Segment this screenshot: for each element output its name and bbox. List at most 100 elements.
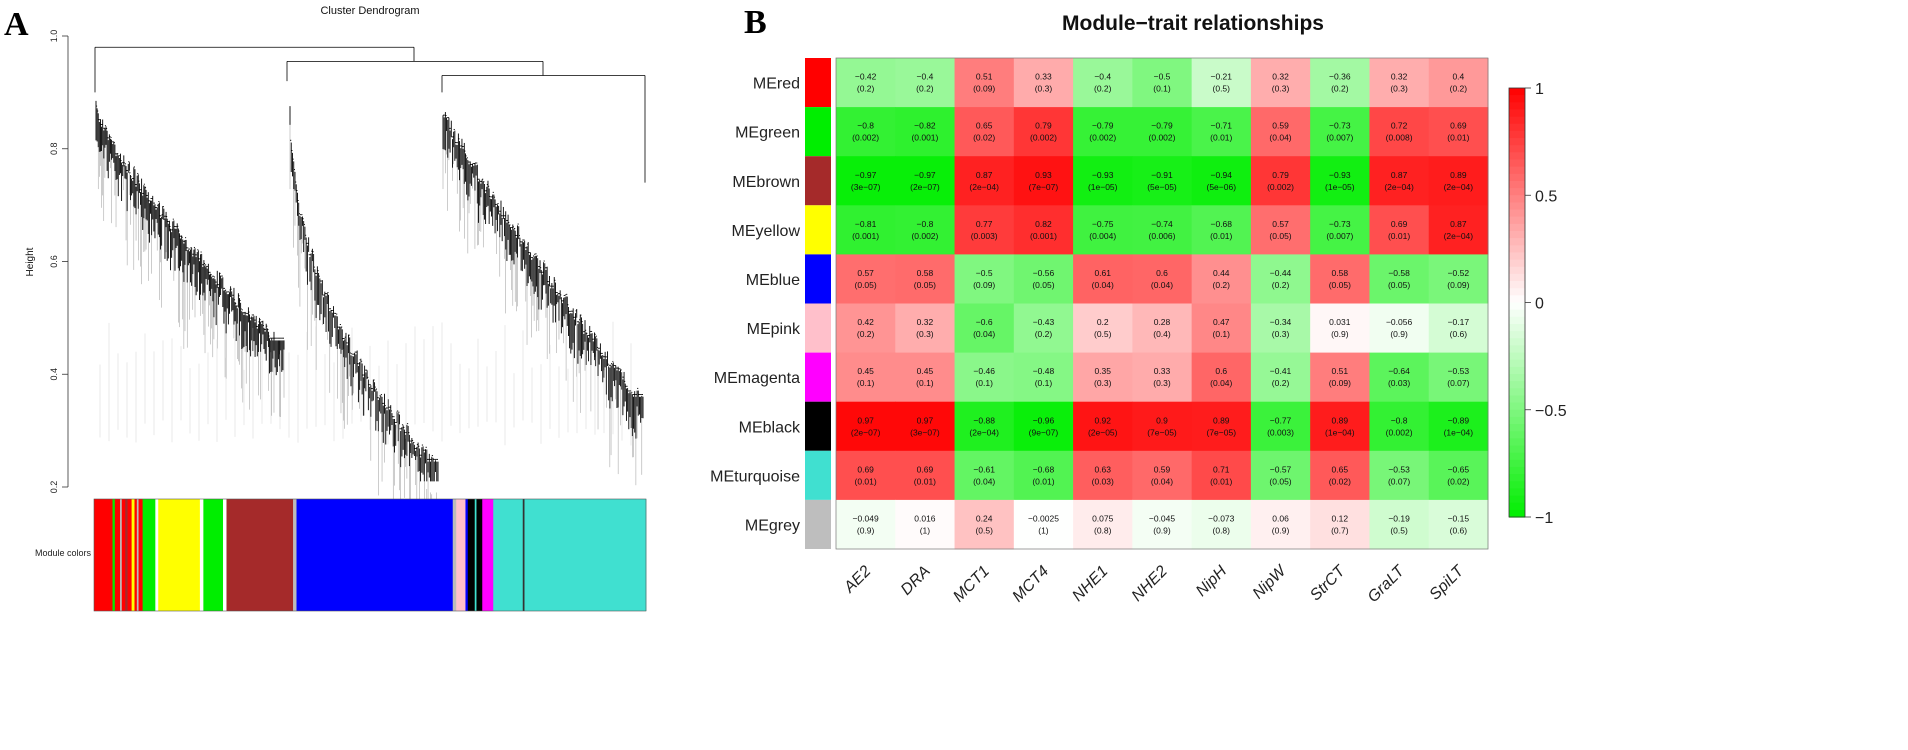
dendrogram-y-tick-label: 0.6 — [49, 255, 59, 268]
heatmap-cell — [1428, 303, 1489, 354]
column-label-GraLT: GraLT — [1365, 562, 1409, 606]
cell-correlation: 0.72 — [1391, 121, 1408, 131]
cell-pvalue: (3e−07) — [851, 182, 881, 192]
module-color-segment — [474, 499, 477, 611]
heatmap-cell — [1250, 58, 1311, 108]
cell-correlation: 0.57 — [857, 268, 874, 278]
heatmap-cell — [1191, 254, 1252, 304]
cell-pvalue: (0.8) — [1094, 525, 1112, 535]
module-swatch-MEyellow — [805, 205, 831, 255]
heatmap-cell — [836, 58, 896, 108]
color-scale-step — [1509, 102, 1525, 111]
color-scale-step — [1509, 366, 1525, 375]
cell-correlation: −0.8 — [917, 219, 934, 229]
heatmap-frame — [835, 57, 1489, 550]
module-trait-heatmap: Module−trait relationships MEred −0.42 (0.2… — [710, 12, 1567, 606]
cell-pvalue: (0.3) — [1272, 329, 1290, 339]
color-scale-step — [1509, 495, 1525, 504]
cell-pvalue: (0.003) — [971, 231, 998, 241]
cell-correlation: 0.075 — [1092, 513, 1114, 523]
heatmap-cell — [895, 107, 956, 157]
cell-pvalue: (0.008) — [1386, 133, 1413, 143]
heatmap-cell — [1250, 107, 1311, 157]
color-scale-step — [1509, 309, 1525, 318]
cell-correlation: 0.33 — [1154, 366, 1171, 376]
cell-pvalue: (0.9) — [1272, 525, 1290, 535]
module-color-segment — [142, 499, 156, 611]
cell-correlation: −0.21 — [1211, 72, 1233, 82]
module-swatch-MEpink — [805, 303, 831, 353]
cell-pvalue: (0.2) — [1331, 84, 1349, 94]
cell-correlation: 0.32 — [1391, 72, 1408, 82]
cell-correlation: −0.5 — [1154, 72, 1171, 82]
heatmap-cell — [836, 303, 896, 354]
heatmap-cell — [1191, 205, 1252, 255]
cell-correlation: −0.43 — [1033, 317, 1055, 327]
heatmap-cell — [1310, 254, 1370, 304]
cell-correlation: 0.016 — [914, 513, 936, 523]
cell-pvalue: (0.3) — [1094, 378, 1112, 388]
cell-correlation: −0.52 — [1448, 268, 1470, 278]
module-colors-label: Module colors — [35, 548, 92, 558]
heatmap-cell — [836, 450, 896, 501]
cell-pvalue: (0.5) — [975, 525, 993, 535]
heatmap-cell — [1428, 450, 1489, 501]
cell-correlation: −0.58 — [1388, 268, 1410, 278]
cell-correlation: 0.35 — [1094, 366, 1111, 376]
cell-pvalue: (0.9) — [857, 525, 875, 535]
cell-correlation: 0.61 — [1094, 268, 1111, 278]
module-color-segment — [296, 499, 454, 611]
column-label-NHE1: NHE1 — [1069, 563, 1111, 605]
color-scale-step — [1509, 395, 1525, 404]
cell-pvalue: (0.1) — [916, 378, 934, 388]
color-scale-tick-label: −0.5 — [1535, 403, 1567, 420]
cell-correlation: −0.6 — [976, 317, 993, 327]
cell-correlation: −0.89 — [1448, 415, 1470, 425]
cell-correlation: −0.15 — [1448, 513, 1470, 523]
cell-correlation: 0.42 — [857, 317, 874, 327]
cell-pvalue: (7e−05) — [1206, 427, 1236, 437]
cell-pvalue: (0.07) — [1447, 378, 1469, 388]
cell-correlation: 0.58 — [1332, 268, 1349, 278]
column-label-StrCT: StrCT — [1307, 562, 1349, 604]
color-scale-step — [1509, 223, 1525, 232]
color-scale-step — [1509, 424, 1525, 432]
module-color-segment — [127, 499, 133, 611]
heatmap-cell — [1132, 303, 1193, 354]
heatmap-cell — [1073, 499, 1133, 550]
cell-correlation: 0.69 — [1450, 121, 1467, 131]
color-scale-step — [1509, 138, 1525, 146]
module-color-segment — [452, 499, 457, 611]
module-color-segment — [155, 499, 159, 611]
heatmap-cell — [895, 58, 956, 108]
row-label-MEmagenta: MEmagenta — [714, 370, 800, 387]
cell-correlation: 0.6 — [1156, 268, 1168, 278]
heatmap-cell — [1191, 450, 1252, 501]
cell-correlation: −0.75 — [1092, 219, 1114, 229]
cell-pvalue: (0.7) — [1331, 525, 1349, 535]
cell-correlation: −0.4 — [917, 72, 934, 82]
cell-pvalue: (0.01) — [1447, 133, 1469, 143]
cell-pvalue: (0.07) — [1388, 476, 1410, 486]
module-color-bar-frame — [93, 498, 647, 612]
heatmap-cell — [1073, 401, 1133, 452]
cell-correlation: −0.94 — [1211, 170, 1233, 180]
heatmap-cell — [1013, 254, 1074, 304]
heatmap-cell — [954, 107, 1015, 157]
cell-pvalue: (0.04) — [1092, 280, 1114, 290]
module-swatch-MEmagenta — [805, 352, 831, 402]
cell-pvalue: (0.01) — [914, 476, 936, 486]
cell-correlation: −0.79 — [1092, 121, 1114, 131]
color-scale-step — [1509, 266, 1525, 275]
color-scale-step — [1509, 109, 1525, 118]
cell-pvalue: (0.05) — [1269, 476, 1291, 486]
cell-correlation: −0.88 — [973, 415, 995, 425]
cell-pvalue: (0.05) — [1329, 280, 1351, 290]
cell-pvalue: (0.01) — [1388, 231, 1410, 241]
heatmap-cell — [1369, 254, 1430, 304]
heatmap-cell — [1250, 303, 1311, 354]
cell-pvalue: (0.2) — [1450, 84, 1468, 94]
module-swatch-MEblack — [805, 401, 831, 451]
cell-pvalue: (0.002) — [1386, 427, 1413, 437]
heatmap-cell — [1132, 499, 1193, 550]
